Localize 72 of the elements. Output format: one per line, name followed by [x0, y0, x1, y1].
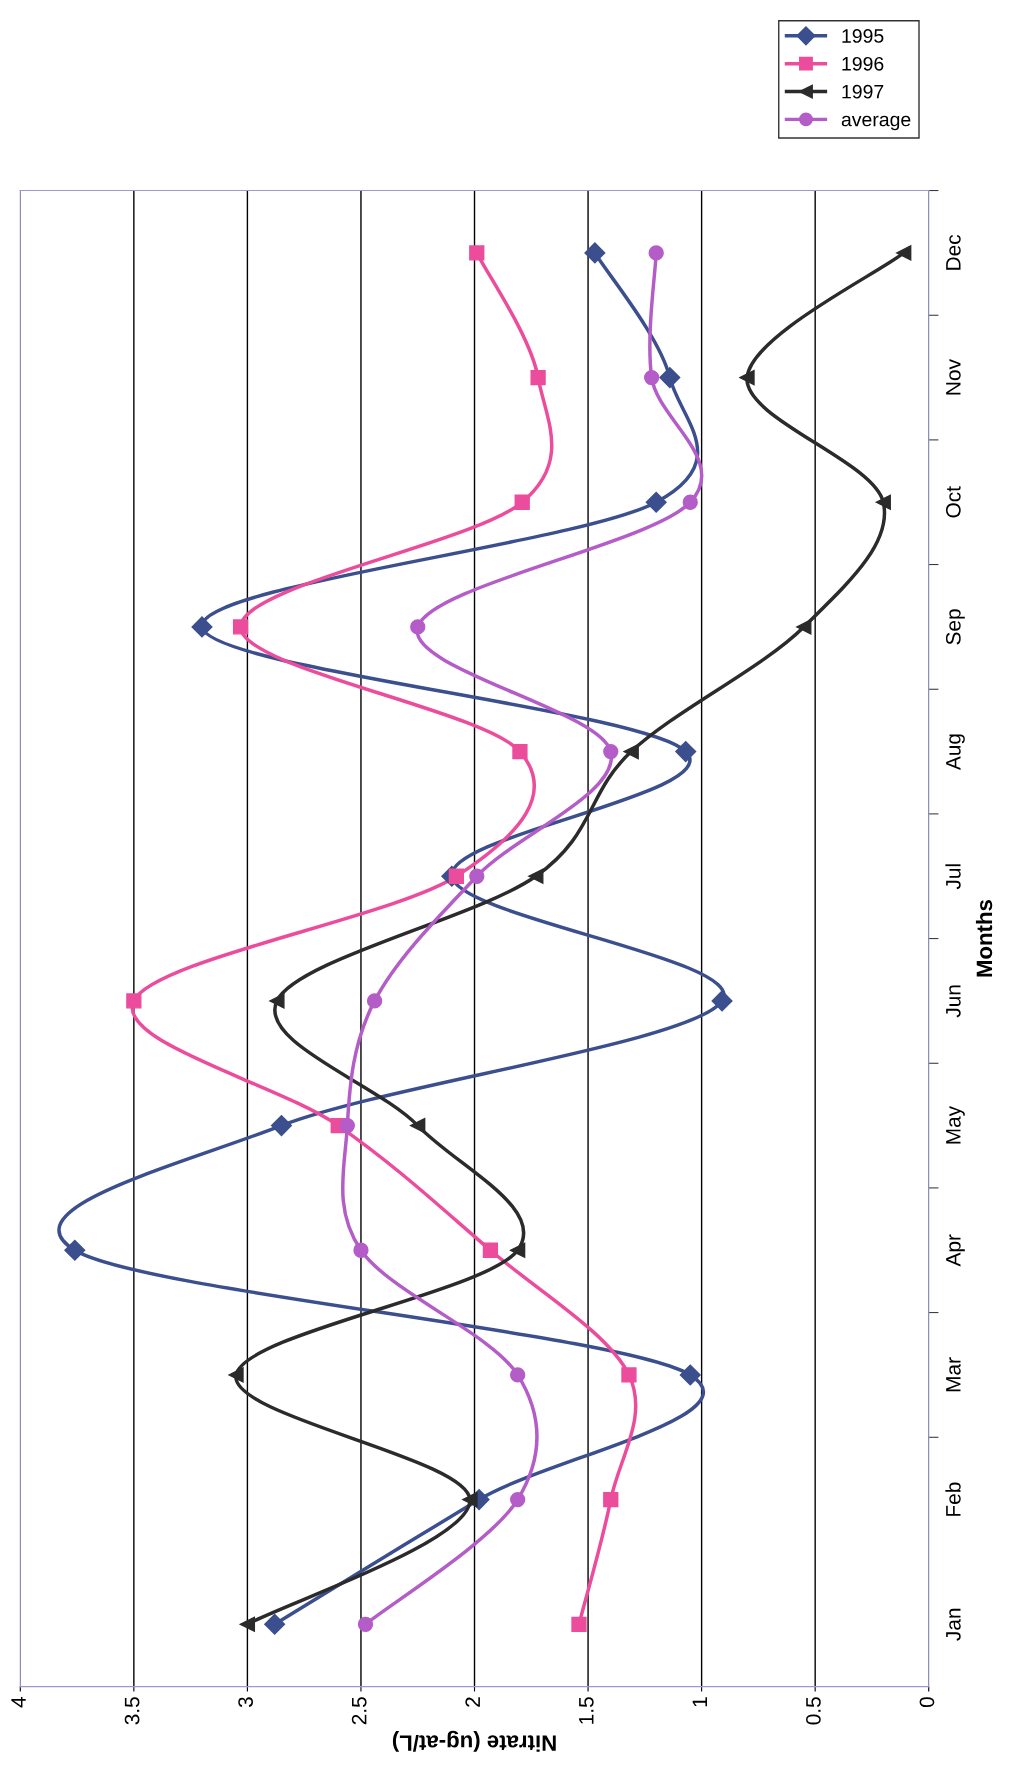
x-axis-title: Nitrate (ug-at/L)	[392, 1730, 556, 1752]
y-tick-label: Sep	[945, 609, 965, 645]
point	[514, 494, 530, 510]
x-tick-label: 1	[692, 1697, 708, 1707]
legend-label: 1995	[842, 29, 884, 43]
point	[469, 245, 485, 261]
legend-label: 1996	[842, 56, 884, 71]
point	[339, 1117, 355, 1134]
point	[366, 993, 383, 1009]
point	[448, 868, 464, 884]
point	[623, 743, 639, 760]
point	[353, 1242, 369, 1258]
point	[510, 1491, 526, 1508]
point	[410, 1117, 426, 1134]
x-tick-label: 1.5	[579, 1697, 594, 1724]
y-tick-label: Feb	[945, 1482, 961, 1516]
y-tick-label: Apr	[946, 1234, 965, 1267]
point	[603, 1491, 619, 1508]
point	[191, 616, 213, 638]
point	[796, 619, 812, 635]
point	[270, 1115, 292, 1137]
y-tick-label: Jul	[945, 864, 961, 890]
point	[269, 993, 285, 1009]
point	[462, 1491, 478, 1508]
point	[482, 1242, 499, 1258]
point	[679, 1364, 701, 1386]
point	[510, 1367, 526, 1383]
point	[64, 1239, 86, 1261]
y-tick-label: May	[946, 1105, 965, 1144]
legend-label: 1997	[842, 84, 884, 99]
x-tick-label: 3	[238, 1697, 253, 1708]
point	[659, 367, 681, 389]
point	[584, 242, 606, 264]
point	[510, 1242, 526, 1258]
point	[410, 619, 426, 635]
point	[264, 1613, 286, 1635]
y-axis-title: Months	[975, 900, 993, 977]
point	[711, 990, 733, 1012]
y-tick-label: Nov	[946, 359, 961, 395]
x-tick-label: 4	[11, 1696, 26, 1708]
point	[469, 868, 485, 884]
point	[621, 1367, 637, 1383]
x-tick-label: 2.5	[351, 1697, 367, 1725]
point	[232, 619, 249, 635]
point	[239, 1616, 256, 1632]
x-tick-label: 3.5	[124, 1697, 140, 1725]
point	[357, 1616, 374, 1632]
point	[682, 494, 698, 510]
point	[644, 369, 660, 386]
x-tick-label: 2	[465, 1697, 480, 1707]
point	[528, 868, 544, 884]
point	[530, 369, 546, 386]
y-tick-label: Mar	[946, 1357, 961, 1392]
point	[739, 369, 755, 386]
point	[512, 743, 528, 760]
y-tick-label: Aug	[946, 734, 965, 771]
point	[126, 993, 142, 1009]
point	[896, 245, 912, 261]
y-tick-label: Jun	[946, 985, 961, 1018]
point	[228, 1367, 244, 1383]
y-tick-label: Dec	[946, 234, 961, 270]
point	[675, 741, 697, 763]
y-tick-label: Jan	[946, 1608, 961, 1641]
point	[648, 245, 664, 261]
x-tick-label: 0	[919, 1697, 935, 1708]
point	[875, 494, 891, 510]
y-tick-label: Oct	[945, 486, 961, 518]
point	[571, 1616, 587, 1632]
point	[645, 491, 667, 513]
x-tick-label: 0.5	[806, 1697, 821, 1725]
legend-label: average	[841, 115, 911, 131]
point	[603, 743, 619, 760]
